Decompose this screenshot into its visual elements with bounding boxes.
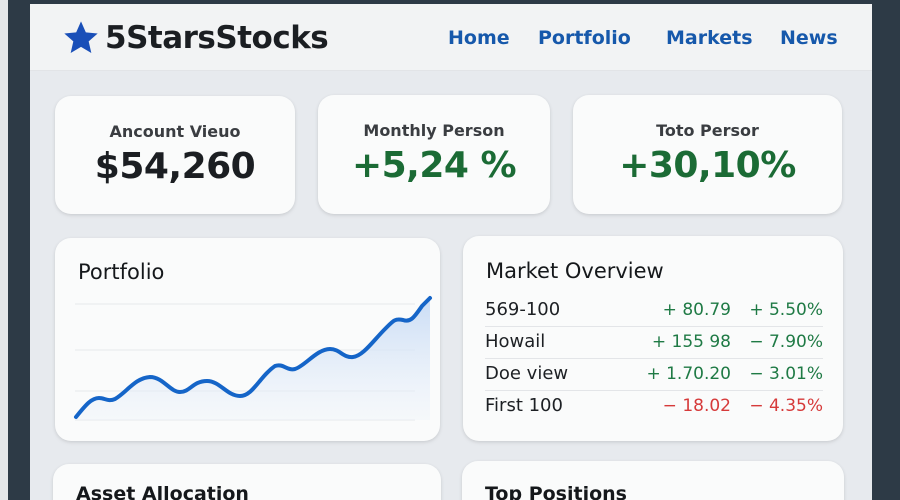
- stat-label: Monthly Person: [363, 121, 505, 140]
- header: 5StarsStocks Home Portfolio Markets News: [30, 4, 872, 71]
- stat-card-total: Toto Persor +30,10%: [573, 95, 842, 214]
- market-row[interactable]: 569-100 + 80.79 + 5.50%: [485, 295, 823, 327]
- market-name: First 100: [485, 395, 563, 416]
- nav-portfolio[interactable]: Portfolio: [538, 27, 631, 49]
- portfolio-card: Portfolio: [55, 238, 440, 441]
- window-frame-top: [30, 0, 872, 4]
- star-icon: [64, 21, 98, 53]
- portfolio-chart[interactable]: [55, 238, 440, 441]
- portfolio-title: Portfolio: [78, 260, 165, 284]
- market-name: 569-100: [485, 299, 561, 320]
- market-overview-title: Market Overview: [486, 259, 664, 283]
- nav-news[interactable]: News: [780, 27, 838, 49]
- market-row[interactable]: Doe view + 1.70.20 − 3.01%: [485, 359, 823, 391]
- app-window: 5StarsStocks Home Portfolio Markets News…: [30, 4, 872, 500]
- window-frame-right: [872, 0, 900, 500]
- market-percent: − 4.35%: [749, 396, 823, 416]
- nav-home[interactable]: Home: [448, 27, 510, 49]
- brand-name: 5StarsStocks: [105, 20, 329, 56]
- market-percent: − 3.01%: [749, 364, 823, 384]
- brand-logo[interactable]: 5StarsStocks: [61, 18, 329, 58]
- market-name: Howail: [485, 331, 546, 352]
- stat-label: Ancount Vieuo: [109, 122, 241, 141]
- window-frame-left: [8, 0, 30, 500]
- market-percent: + 5.50%: [749, 300, 823, 320]
- asset-allocation-card: Asset Allocation: [53, 464, 441, 500]
- market-row[interactable]: Howail + 155 98 − 7.90%: [485, 327, 823, 359]
- stat-card-monthly: Monthly Person +5,24 %: [318, 95, 550, 214]
- stat-card-account-value: Ancount Vieuo $54,260: [55, 96, 295, 214]
- market-name: Doe view: [485, 363, 569, 384]
- market-overview-card: Market Overview 569-100 + 80.79 + 5.50% …: [463, 236, 843, 441]
- area-fill: [76, 298, 430, 420]
- nav-markets[interactable]: Markets: [666, 27, 753, 49]
- window-edge: [0, 0, 8, 500]
- stat-value: +30,10%: [619, 145, 796, 186]
- top-positions-title: Top Positions: [485, 483, 627, 500]
- market-change: + 1.70.20: [646, 364, 731, 384]
- stat-value: $54,260: [94, 146, 256, 187]
- portfolio-line: [74, 296, 432, 419]
- market-change: + 80.79: [662, 300, 731, 320]
- stat-value: +5,24 %: [351, 145, 517, 186]
- stat-label: Toto Persor: [656, 121, 759, 140]
- market-percent: − 7.90%: [749, 332, 823, 352]
- market-change: − 18.02: [662, 396, 731, 416]
- market-row[interactable]: First 100 − 18.02 − 4.35%: [485, 391, 823, 423]
- asset-allocation-title: Asset Allocation: [76, 483, 249, 500]
- market-change: + 155 98: [651, 332, 731, 352]
- top-positions-card: Top Positions: [462, 461, 844, 500]
